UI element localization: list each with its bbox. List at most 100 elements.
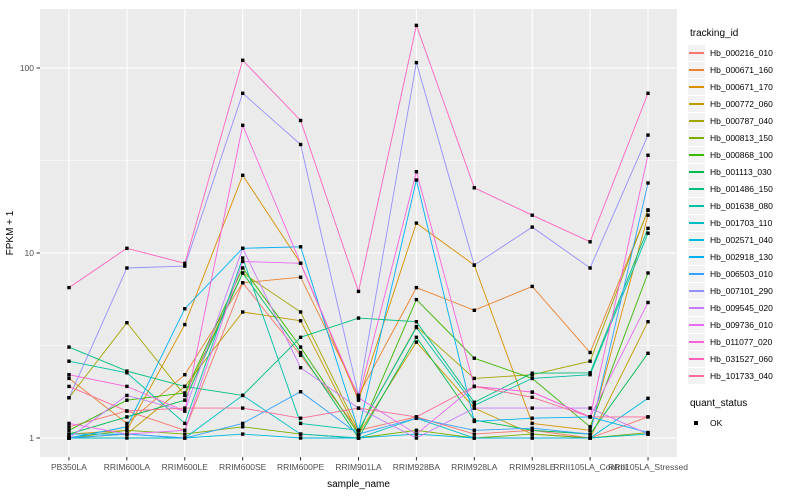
data-point [298,310,303,314]
data-point [241,173,245,177]
data-point [414,23,419,28]
data-point [530,395,534,399]
data-point [183,398,187,402]
legend-item-label: Hb_001486_150 [710,183,773,194]
data-point [298,142,303,147]
data-point [241,271,245,275]
data-point [183,384,187,389]
quant-items: OK [688,414,800,431]
legend-item-Hb_002571_040: Hb_002571_040 [688,231,800,248]
data-point [588,432,592,436]
legend-key-swatch [688,231,705,248]
legend-item-label: Hb_002918_130 [710,251,773,262]
legend-item-Hb_001113_030: Hb_001113_030 [688,163,800,180]
legend-color-line [689,51,704,54]
data-point [125,393,129,398]
quant-key-swatch [688,415,705,431]
legend-color-line [689,221,704,224]
data-point [646,396,650,400]
data-point [414,428,419,432]
data-point [241,246,245,250]
legend-key-swatch [688,44,705,61]
data-point [414,415,419,419]
data-point [298,366,303,370]
data-point [183,436,187,440]
data-point [183,307,187,311]
data-point [646,300,650,305]
legend-key-swatch [688,112,705,129]
data-point [125,415,129,419]
legend-quant-status: quant_status OK [688,398,800,431]
data-point [356,432,361,436]
legend-item-label: Hb_000787_040 [710,115,773,126]
x-tick-label: RRII105LA_Stressed [608,462,688,472]
legend-color-line [689,306,704,309]
data-point [588,240,592,244]
x-tick-label: RRIM600LA [104,462,151,472]
legend-key-swatch [688,78,705,95]
data-point [356,393,361,398]
data-point [125,384,129,389]
legend-title-tracking-id: tracking_id [690,28,739,39]
data-point [646,351,650,355]
legend-item-label: Hb_011077_020 [710,336,773,347]
legend-color-line [689,119,704,122]
legend-item-Hb_007101_290: Hb_007101_290 [688,282,800,299]
data-point [67,373,71,377]
legend-item-label: Hb_000772_060 [710,98,773,109]
data-point [241,91,245,95]
legend-item-label: Hb_001703_110 [710,217,773,228]
data-point [125,369,129,373]
data-point [530,376,534,381]
data-point [472,376,476,381]
legend-item-label: Hb_009545_020 [710,302,773,313]
data-point [414,320,419,324]
data-point [472,186,476,190]
x-tick-label: RRII105LA_Control [553,462,627,472]
data-point [241,256,245,260]
data-point [356,316,361,320]
data-point [646,153,650,157]
legend-color-line [689,238,704,241]
data-point [298,416,303,420]
data-point [67,359,71,363]
data-point [125,409,129,413]
data-point [67,396,71,400]
legend-item-label: Hb_006503_010 [710,268,773,279]
legend-key-swatch [688,180,705,197]
data-point [530,406,534,410]
data-point [646,432,650,436]
data-point [183,373,187,377]
data-point [588,371,592,375]
data-point [125,246,129,250]
legend-item-label: Hb_009736_010 [710,319,773,330]
legend-item-Hb_006503_010: Hb_006503_010 [688,265,800,282]
data-point [414,432,419,436]
data-point [298,245,303,249]
legend-key-swatch [688,129,705,146]
data-point [125,321,129,325]
data-point [183,406,187,410]
data-point [241,421,245,426]
legend-color-line [689,272,704,275]
data-point [298,436,303,440]
legend-item-label: Hb_000671_170 [710,81,773,92]
data-point [125,425,129,429]
legend-items: Hb_000216_010 Hb_000671_160 Hb_000671_170 H… [688,44,800,384]
data-point [298,432,303,436]
x-axis-title: sample_name [327,479,390,490]
data-point [125,428,129,432]
data-point [472,384,476,389]
data-point [356,396,361,400]
data-point [298,390,303,394]
data-point [530,428,534,432]
legend-color-line [689,85,704,88]
legend-item-label: Hb_000216_010 [710,47,773,58]
data-point [472,356,476,360]
data-point [414,221,419,225]
data-point [646,208,650,212]
data-point [67,285,71,290]
data-point [414,325,419,330]
y-tick-label: 1 [29,433,34,443]
data-point [530,213,534,217]
